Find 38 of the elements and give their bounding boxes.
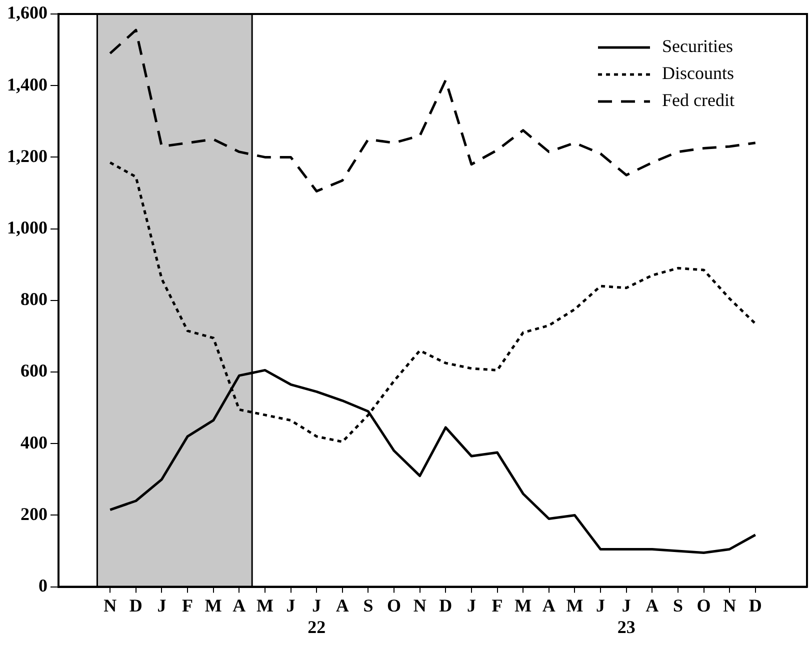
x-tick-label: O (387, 595, 402, 616)
legend-label: Fed credit (662, 90, 734, 110)
x-tick-label: J (286, 595, 296, 616)
x-tick-label: N (104, 595, 117, 616)
x-tick-label: A (542, 595, 556, 616)
x-tick-label: F (492, 595, 503, 616)
x-tick-label: D (129, 595, 142, 616)
x-tick-label: J 22 (308, 595, 326, 637)
x-tick-label: S (672, 595, 683, 616)
x-tick-label: S (363, 595, 374, 616)
x-tick-label: M (204, 595, 222, 616)
x-tick-label: M (256, 595, 274, 616)
x-tick-label: D (439, 595, 452, 616)
y-tick-label: 1,200 (7, 146, 48, 166)
y-tick-label: 800 (20, 289, 48, 310)
x-tick-label: J 23 (617, 595, 636, 637)
x-tick-label: O (696, 595, 711, 616)
x-tick-label: N (723, 595, 736, 616)
legend-label: Securities (662, 36, 733, 56)
x-tick-label: N (413, 595, 426, 616)
x-tick-label: J (157, 595, 166, 616)
x-tick-label: A (336, 595, 349, 616)
x-tick-label: M (514, 595, 532, 616)
y-tick-label: 1,000 (7, 217, 48, 238)
y-tick-label: 600 (20, 360, 48, 381)
x-tick-label: M (566, 595, 584, 616)
y-tick-label: 1,400 (7, 74, 48, 94)
x-tick-label: A (646, 595, 659, 616)
x-tick-label: F (182, 595, 194, 616)
legend-label: Discounts (662, 63, 734, 84)
x-tick-label: J (596, 595, 606, 616)
x-tick-label: A (232, 595, 246, 616)
x-tick-label: J (466, 595, 476, 616)
y-tick-label: 400 (20, 432, 48, 452)
x-tick-label: D (748, 595, 762, 616)
y-tick-label: 1,600 (7, 2, 48, 23)
y-tick-label: 0 (38, 575, 48, 596)
y-tick-label: 200 (20, 504, 48, 524)
